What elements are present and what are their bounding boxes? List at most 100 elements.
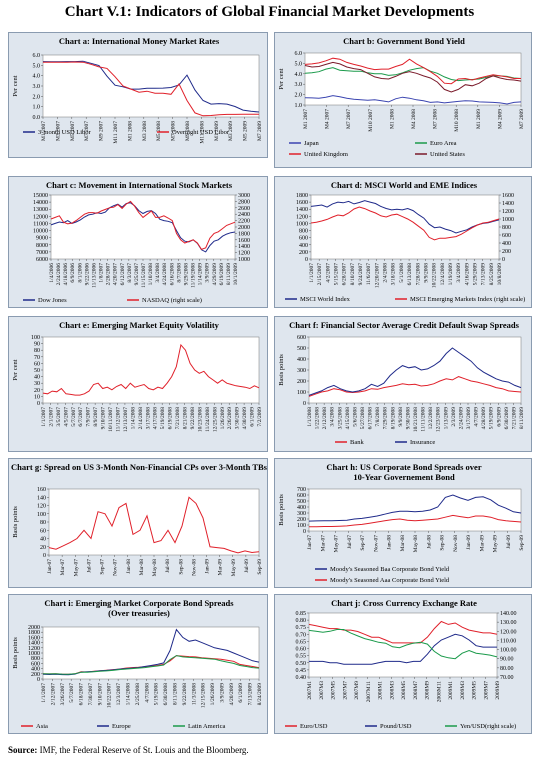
x-tick-label: 2008M1 — [378, 681, 384, 700]
page-title: Chart V.1: Indicators of Global Financia… — [64, 4, 475, 20]
x-tick-label: 7/28/2008 — [415, 263, 421, 286]
y-tick-label: 80 — [34, 348, 40, 354]
x-tick-label: 4/16/2009 — [464, 263, 470, 286]
y-tick-label: 800 — [31, 656, 40, 662]
y-tick-label: 1.0 — [295, 103, 303, 109]
series-line-2 — [309, 633, 497, 665]
y-right-tick-label: 110.00 — [500, 638, 516, 644]
chart-h-svg: Chart h: US Corporate Bond Spreads over1… — [278, 462, 525, 584]
y-right-tick-label: 130.00 — [500, 620, 517, 626]
x-tick-label: 3/9/2009 — [219, 683, 225, 703]
y-tick-label: 200 — [299, 250, 308, 256]
x-tick-label: 9/24/2007 — [358, 263, 364, 286]
x-tick-label: Sep-09 — [257, 559, 263, 575]
x-tick-label: May-07 — [334, 535, 340, 553]
y-tick-label: 1400 — [28, 641, 40, 647]
y-tick-label: 0.45 — [296, 668, 307, 674]
x-tick-label: 7/13/2009 — [481, 263, 487, 286]
x-tick-label: 3/30/2009 — [235, 407, 241, 430]
x-tick-label: May-09 — [493, 535, 499, 553]
x-tick-label: 2008M3 — [389, 681, 395, 700]
y-tick-label: 700 — [297, 487, 306, 493]
legend-label: Insurance — [410, 439, 435, 446]
chart-subtitle: 10-Year Governement Bond — [353, 472, 455, 482]
x-tick-label: 1/8/2007 — [99, 263, 105, 283]
x-tick-label: 8/21/2008 — [183, 407, 189, 430]
plot-area — [308, 488, 522, 532]
y-tick-label: 120 — [37, 504, 46, 510]
legend-label: NASDAQ (right scale) — [142, 297, 202, 304]
x-tick-label: 9/9/2008 — [398, 407, 404, 427]
y-tick-label: 0.55 — [296, 654, 307, 660]
x-tick-label: 12/3/2007 — [116, 683, 122, 706]
x-tick-label: 1/19/2009 — [448, 263, 454, 286]
x-tick-label: 2009M9 — [495, 681, 501, 700]
x-tick-label: 5/1/2008 — [399, 263, 405, 283]
x-tick-label: M1 2007 — [41, 121, 47, 141]
chart-title: Chart d: MSCI World and EME Indices — [331, 180, 478, 190]
y-right-tick-label: 1400 — [238, 244, 250, 250]
x-tick-label: M1 2009 — [476, 109, 482, 129]
x-tick-label: 2009M5 — [472, 681, 478, 700]
x-tick-label: M9 2008 — [185, 121, 191, 141]
x-tick-label: Mar-08 — [139, 559, 145, 576]
x-tick-label: 7/9/2007 — [86, 407, 92, 427]
y-tick-label: 12000 — [33, 214, 48, 220]
x-tick-label: 7/30/2007 — [88, 683, 94, 706]
series-line-1 — [310, 200, 500, 234]
x-tick-label: 2/14/2008 — [138, 407, 144, 430]
y-tick-label: 6.0 — [33, 53, 41, 59]
y-tick-label: 1800 — [296, 193, 308, 199]
y-tick-label: 400 — [297, 505, 306, 511]
x-tick-label: 1/10/2008 — [148, 263, 154, 286]
chart-panel-f: Chart f: Financial Sector Average Credit… — [274, 316, 532, 452]
x-tick-label: 3/9/2009 — [205, 263, 211, 283]
x-tick-label: 11/12/2007 — [115, 407, 121, 432]
x-tick-label: 10/22/2007 — [107, 683, 113, 708]
x-tick-label: 8/10/2007 — [350, 263, 356, 286]
y-right-tick-label: 400 — [502, 241, 511, 247]
series-line-1 — [308, 376, 522, 397]
x-tick-label: 2/28/2007 — [106, 263, 112, 286]
chart-title: Chart i: Emerging Market Corporate Bond … — [44, 598, 234, 608]
x-tick-label: Mar-07 — [60, 559, 66, 576]
chart-panel-g: Chart g: Spread on US 3-Month Non-Financ… — [8, 458, 268, 588]
x-tick-label: 1/26/2009 — [210, 683, 216, 706]
y-right-tick-label: 3000 — [238, 193, 250, 199]
chart-panel-i: Chart i: Emerging Market Corporate Bond … — [8, 594, 268, 734]
series-line-2 — [308, 347, 522, 396]
x-tick-label: 11/11/2008 — [421, 407, 427, 432]
x-tick-label: 10/11/2007 — [108, 407, 114, 432]
x-tick-label: 10/8/2009 — [497, 263, 503, 286]
x-tick-label: 4/7/2009 — [474, 407, 480, 427]
x-tick-label: M7 2009 — [519, 109, 525, 129]
x-tick-label: Mar-09 — [479, 535, 485, 552]
x-tick-label: 1/13/2009 — [443, 407, 449, 430]
source-note: Source: IMF, the Federal Reserve of St. … — [8, 745, 249, 755]
x-tick-label: M1 2007 — [303, 109, 309, 129]
y-tick-label: 8000 — [36, 243, 48, 249]
x-tick-label: Jul-09 — [506, 535, 512, 549]
y-tick-label: 0.40 — [296, 675, 307, 681]
chart-g-svg: Chart g: Spread on US 3-Month Non-Financ… — [11, 462, 267, 576]
y-tick-label: 0.65 — [296, 639, 307, 645]
x-tick-label: M9 2007 — [99, 121, 105, 141]
y-right-tick-label: 100.00 — [500, 648, 517, 654]
y-tick-label: 0 — [37, 677, 40, 683]
y-tick-label: 1.0 — [33, 105, 41, 111]
y-tick-label: 300 — [297, 511, 306, 517]
y-tick-label: 50 — [34, 368, 40, 374]
x-tick-label: 2007M7 — [342, 681, 348, 700]
y-tick-label: 0 — [43, 553, 46, 559]
x-tick-label: 7/21/2008 — [175, 407, 181, 430]
y-tick-label: 800 — [299, 229, 308, 235]
chart-j-svg: Chart j: Cross Currency Exchange Rate 0.4… — [285, 598, 517, 730]
x-tick-label: 2/24/2009 — [458, 407, 464, 430]
x-tick-label: Jan-09 — [466, 535, 472, 550]
x-tick-label: 4/7/2008 — [144, 683, 150, 703]
y-tick-label: 40 — [40, 537, 46, 543]
x-tick-label: May-08 — [413, 535, 419, 553]
y-tick-label: 6.0 — [295, 51, 303, 57]
x-tick-label: 2007M1 — [307, 681, 313, 700]
chart-title: Chart h: US Corporate Bond Spreads over — [326, 462, 481, 472]
